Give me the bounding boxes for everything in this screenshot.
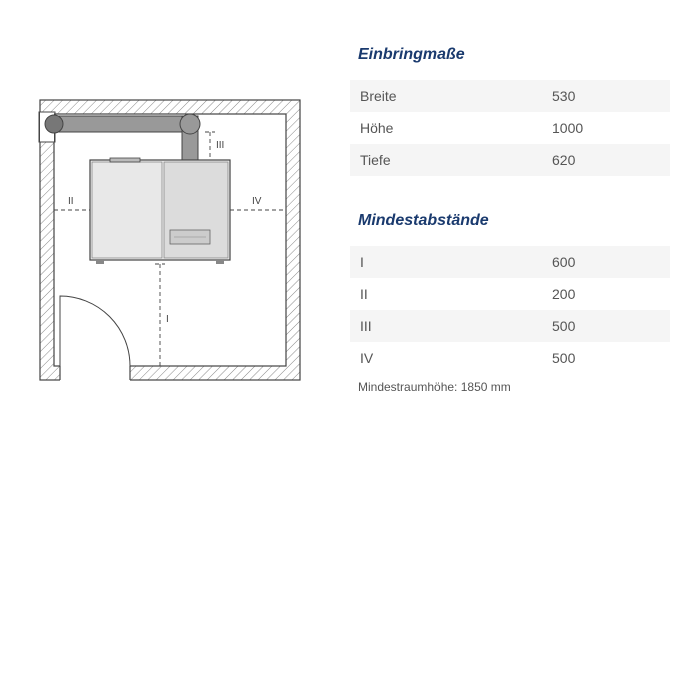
dim-label-I: I	[166, 314, 169, 325]
row-label: Breite	[350, 80, 542, 112]
section-einbringmasse: Einbringmaße Breite 530 Höhe 1000 Tiefe …	[350, 40, 670, 176]
footnote: Mindestraumhöhe: 1850 mm	[350, 380, 670, 394]
row-label: Höhe	[350, 112, 542, 144]
section-title: Mindestabstände	[350, 206, 670, 236]
row-value: 500	[542, 310, 670, 342]
row-value: 1000	[542, 112, 670, 144]
dim-label-II: II	[68, 196, 74, 207]
table-row: Breite 530	[350, 80, 670, 112]
diagram-panel: I II III IV	[30, 40, 310, 424]
row-label: II	[350, 278, 542, 310]
section-title: Einbringmaße	[350, 40, 670, 70]
row-label: III	[350, 310, 542, 342]
row-label: Tiefe	[350, 144, 542, 176]
table-row: I 600	[350, 246, 670, 278]
spec-table: Breite 530 Höhe 1000 Tiefe 620	[350, 80, 670, 176]
table-row: Tiefe 620	[350, 144, 670, 176]
dim-label-IV: IV	[252, 196, 262, 207]
table-row: II 200	[350, 278, 670, 310]
table-row: Höhe 1000	[350, 112, 670, 144]
table-row: IV 500	[350, 342, 670, 374]
dim-label-III: III	[216, 140, 224, 151]
row-value: 600	[542, 246, 670, 278]
row-value: 500	[542, 342, 670, 374]
row-value: 530	[542, 80, 670, 112]
row-label: I	[350, 246, 542, 278]
spec-panel: Einbringmaße Breite 530 Höhe 1000 Tiefe …	[350, 40, 670, 424]
row-label: IV	[350, 342, 542, 374]
row-value: 200	[542, 278, 670, 310]
table-row: III 500	[350, 310, 670, 342]
section-mindestabstaende: Mindestabstände I 600 II 200 III 500 IV …	[350, 206, 670, 394]
spec-table: I 600 II 200 III 500 IV 500	[350, 246, 670, 374]
row-value: 620	[542, 144, 670, 176]
installation-diagram: I II III IV	[30, 90, 310, 390]
